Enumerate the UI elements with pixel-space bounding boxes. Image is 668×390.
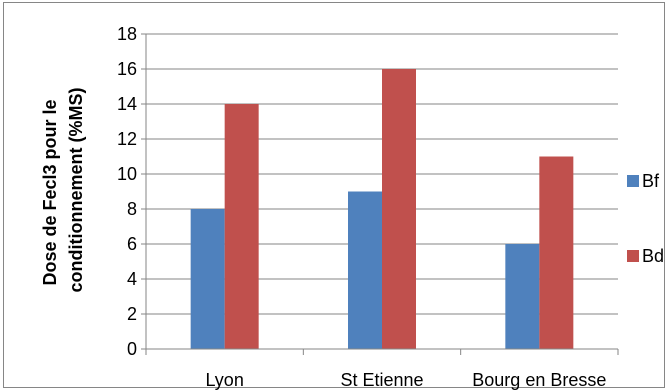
legend-label-bf: Bf	[642, 171, 660, 191]
bar-bd-1	[382, 69, 416, 349]
bar-bd-2	[539, 156, 574, 349]
legend-swatch-bf	[627, 175, 639, 187]
y-tick-label: 6	[127, 234, 137, 254]
y-tick-label: 8	[127, 199, 137, 219]
x-tick-label: Lyon	[205, 370, 243, 390]
y-axis-label: Dose de Fecl3 pour le conditionnement (%…	[40, 88, 86, 293]
y-tick-label: 2	[127, 304, 137, 324]
axes	[141, 34, 618, 350]
y-tick-label: 18	[117, 24, 137, 44]
x-tick-labels: Lyon St Etienne Bourg en Bresse	[145, 349, 619, 390]
legend-swatch-bd	[627, 250, 639, 262]
bar-bd-0	[224, 104, 259, 349]
y-tick-labels: 0 2 4 6 8 10 12 14 16 18	[117, 24, 146, 359]
bar-bf-2	[505, 244, 540, 349]
legend: Bf Bd	[627, 171, 664, 266]
legend-label-bd: Bd	[642, 246, 664, 266]
y-tick-label: 4	[127, 269, 137, 289]
y-axis-label-line-2: conditionnement (%MS)	[66, 88, 86, 293]
bar-bf-1	[348, 191, 382, 349]
bar-bf-0	[190, 209, 225, 349]
y-tick-label: 16	[117, 59, 137, 79]
y-tick-label: 14	[117, 94, 137, 114]
x-tick-label: Bourg en Bresse	[472, 370, 606, 390]
y-tick-label: 12	[117, 129, 137, 149]
x-tick-label: St Etienne	[340, 370, 423, 390]
y-axis-label-line-1: Dose de Fecl3 pour le	[40, 99, 60, 285]
y-tick-label: 10	[117, 164, 137, 184]
y-tick-label: 0	[127, 339, 137, 359]
bars	[190, 69, 574, 349]
